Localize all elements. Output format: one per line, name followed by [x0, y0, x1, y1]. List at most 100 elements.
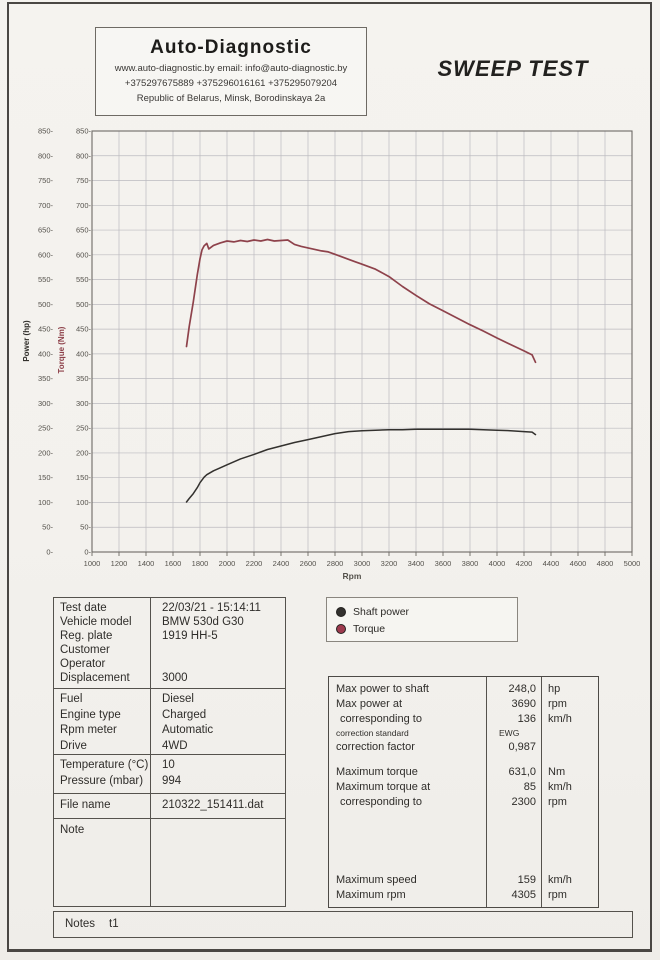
- power-tick-label: 700-: [38, 201, 54, 210]
- x-tick-label: 4400: [543, 559, 560, 568]
- torque-tick-label: 850-: [76, 127, 92, 136]
- power-tick-label: 500-: [38, 300, 54, 309]
- torque-tick-label: 0-: [84, 548, 91, 557]
- power-tick-label: 550-: [38, 275, 54, 284]
- x-tick-label: 4200: [516, 559, 533, 568]
- torque-tick-label: 200-: [76, 448, 92, 457]
- x-tick-label: 3200: [381, 559, 398, 568]
- table-row: corresponding to 2300 rpm: [340, 796, 567, 808]
- table-row: Maximum torque at 85 km/h: [336, 781, 572, 793]
- chart-legend: Shaft power Torque: [326, 597, 518, 642]
- x-tick-label: 3800: [462, 559, 479, 568]
- table-row: Maximum speed 159 km/h: [336, 874, 572, 886]
- torque-tick-label: 250-: [76, 424, 92, 433]
- power-tick-label: 150-: [38, 473, 54, 482]
- x-tick-label: 4000: [489, 559, 506, 568]
- x-tick-label: 2800: [327, 559, 344, 568]
- company-header-box: Auto-Diagnostic www.auto-diagnostic.by e…: [95, 27, 367, 116]
- table-row: Customer: [60, 644, 110, 656]
- torque-tick-label: 150-: [76, 473, 92, 482]
- info-section-ambient: Temperature (°C) 10 Pressure (mbar) 994: [54, 754, 285, 793]
- legend-label: Shaft power: [353, 605, 410, 618]
- torque-tick-label: 500-: [76, 300, 92, 309]
- company-address: Republic of Belarus, Minsk, Borodinskaya…: [136, 93, 326, 104]
- power-tick-label: 750-: [38, 176, 54, 185]
- legend-item-torque: Torque: [336, 620, 517, 637]
- x-tick-label: 2600: [300, 559, 317, 568]
- power-tick-label: 400-: [38, 349, 54, 358]
- company-name: Auto-Diagnostic: [150, 37, 312, 58]
- torque-tick-label: 600-: [76, 250, 92, 259]
- torque-tick-label: 300-: [76, 399, 92, 408]
- x-tick-label: 3000: [354, 559, 371, 568]
- torque-tick-label: 700-: [76, 201, 92, 210]
- x-tick-label: 2400: [273, 559, 290, 568]
- x-tick-label: 1800: [192, 559, 209, 568]
- power-tick-label: 650-: [38, 226, 54, 235]
- x-tick-label: 2200: [246, 559, 263, 568]
- torque-dot-icon: [336, 623, 346, 634]
- power-tick-label: 450-: [38, 325, 54, 334]
- rpm-axis-label: Rpm: [343, 571, 362, 581]
- x-tick-label: 3600: [435, 559, 452, 568]
- results-table-divider: [486, 677, 487, 907]
- x-tick-label: 4800: [597, 559, 614, 568]
- x-tick-label: 1400: [138, 559, 155, 568]
- plot-border: [91, 130, 633, 553]
- torque-tick-label: 450-: [76, 325, 92, 334]
- torque-tick-label: 800-: [76, 151, 92, 160]
- table-row: Engine type Charged: [60, 708, 207, 721]
- x-tick-label: 2000: [219, 559, 236, 568]
- table-row: Note: [60, 824, 85, 836]
- table-row: Temperature (°C) 10: [60, 759, 175, 771]
- notes-label: Notes: [65, 918, 96, 930]
- table-row: Maximum rpm 4305 rpm: [336, 889, 567, 901]
- table-row: correction factor 0,987: [336, 741, 536, 753]
- power-axis-label: Power (hp): [22, 320, 31, 362]
- table-row: Max power at 3690 rpm: [336, 698, 567, 710]
- notes-box: Notes t1: [53, 911, 633, 938]
- table-row: Operator: [60, 658, 106, 670]
- power-tick-label: 350-: [38, 374, 54, 383]
- table-row: Maximum torque 631,0 Nm: [336, 766, 566, 778]
- torque-tick-label: 100-: [76, 498, 92, 507]
- power-tick-label: 100-: [38, 498, 54, 507]
- table-row: Vehicle model BMW 530d G30: [60, 616, 244, 628]
- legend-item-shaft-power: Shaft power: [336, 603, 517, 620]
- table-row: Max power to shaft 248,0 hp: [336, 683, 561, 695]
- company-phones: +375297675889 +375296016161 +37529507920…: [124, 78, 338, 89]
- torque-tick-label: 400-: [76, 349, 92, 358]
- power-tick-label: 300-: [38, 399, 54, 408]
- power-tick-label: 850-: [38, 127, 54, 136]
- power-tick-label: 200-: [38, 448, 54, 457]
- results-table: Max power to shaft 248,0 hp Max power at 36…: [328, 676, 599, 908]
- torque-axis-label: Torque (Nm): [57, 326, 66, 373]
- power-tick-label: 600-: [38, 250, 54, 259]
- torque-tick-label: 650-: [76, 226, 92, 235]
- notes-value: t1: [109, 918, 119, 930]
- x-tick-label: 1000: [84, 559, 101, 568]
- power-tick-label: 50-: [42, 523, 53, 532]
- table-row: Fuel Diesel: [60, 693, 194, 705]
- info-section-engine: Fuel Diesel Engine type Charged Rpm meter A…: [54, 688, 285, 754]
- x-tick-label: 3400: [408, 559, 425, 568]
- table-row: corresponding to 136 km/h: [340, 713, 572, 725]
- table-row: Rpm meter Automatic: [60, 724, 214, 736]
- torque-tick-label: 50-: [80, 523, 91, 532]
- table-row: Pressure (mbar) 994: [60, 774, 182, 787]
- dyno-chart: 1000 1200 1400 1600 1800 2000 2200 2400 2600 2800…: [22, 127, 640, 582]
- table-row: Test date 22/03/21 - 15:14:11: [60, 602, 261, 614]
- torque-tick-label: 750-: [76, 176, 92, 185]
- shaft-power-curve: [185, 428, 537, 503]
- x-tick-label: 1600: [165, 559, 182, 568]
- x-tick-label: 4600: [570, 559, 587, 568]
- table-row: Displacement 3000: [60, 672, 188, 684]
- table-row: correction standard EWG: [336, 728, 520, 738]
- legend-label: Torque: [353, 622, 386, 635]
- table-row: Drive 4WD: [60, 739, 188, 752]
- table-row: File name 210322_151411.dat: [60, 799, 264, 811]
- test-info-table: Test date 22/03/21 - 15:14:11 Vehicle mod…: [53, 597, 286, 907]
- x-tick-label: 1200: [111, 559, 128, 568]
- company-web-email: www.auto-diagnostic.by email: info@auto-…: [114, 63, 348, 74]
